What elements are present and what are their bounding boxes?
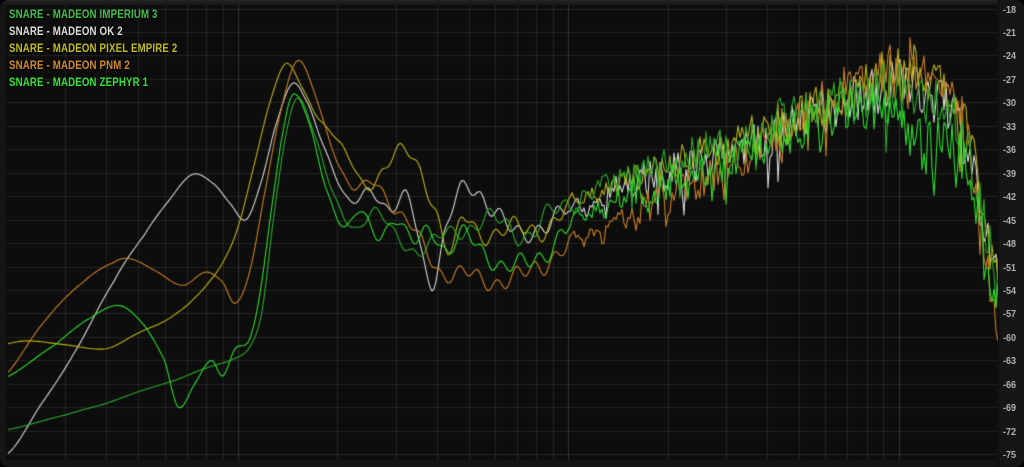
y-axis-tick-label: -75 <box>1003 449 1017 462</box>
legend-item[interactable]: SNARE - MADEON IMPERIUM 3 <box>9 9 158 21</box>
y-axis-tick-label: -60 <box>1003 331 1017 344</box>
legend-item[interactable]: SNARE - MADEON PIXEL EMPIRE 2 <box>9 43 178 55</box>
y-axis-tick-label: -45 <box>1003 214 1017 227</box>
legend: SNARE - MADEON IMPERIUM 3 SNARE - MADEON … <box>9 7 209 92</box>
y-axis-tick-label: -63 <box>1003 355 1017 368</box>
legend-item[interactable]: SNARE - MADEON ZEPHYR 1 <box>9 77 149 89</box>
y-axis-tick-label: -30 <box>1003 97 1017 110</box>
y-axis-tick-label: -39 <box>1003 167 1017 180</box>
y-axis-tick-label: -24 <box>1003 50 1017 63</box>
legend-item[interactable]: SNARE - MADEON OK 2 <box>9 26 123 38</box>
y-axis-tick-label: -18 <box>1003 3 1017 16</box>
y-axis-tick-label: -42 <box>1003 191 1017 204</box>
y-axis-tick-label: -57 <box>1003 308 1017 321</box>
y-axis-tick-label: -21 <box>1003 26 1017 39</box>
y-axis-tick-label: -48 <box>1003 238 1017 251</box>
legend-item[interactable]: SNARE - MADEON PNM 2 <box>9 60 130 72</box>
y-axis-tick-label: -72 <box>1003 425 1017 438</box>
y-axis-tick-label: -66 <box>1003 378 1017 391</box>
y-axis-tick-label: -33 <box>1003 120 1017 133</box>
y-axis-tick-label: -51 <box>1003 261 1017 274</box>
y-axis-tick-label: -36 <box>1003 144 1017 157</box>
y-axis-tick-label: -27 <box>1003 73 1017 86</box>
y-axis-tick-label: -69 <box>1003 402 1017 415</box>
y-axis-labels: -18 -21 -24 -27 -30 -33 -36 -39 -42 -45 -48 -51 -54 -… <box>998 0 1024 467</box>
y-axis-tick-label: -54 <box>1003 285 1017 298</box>
